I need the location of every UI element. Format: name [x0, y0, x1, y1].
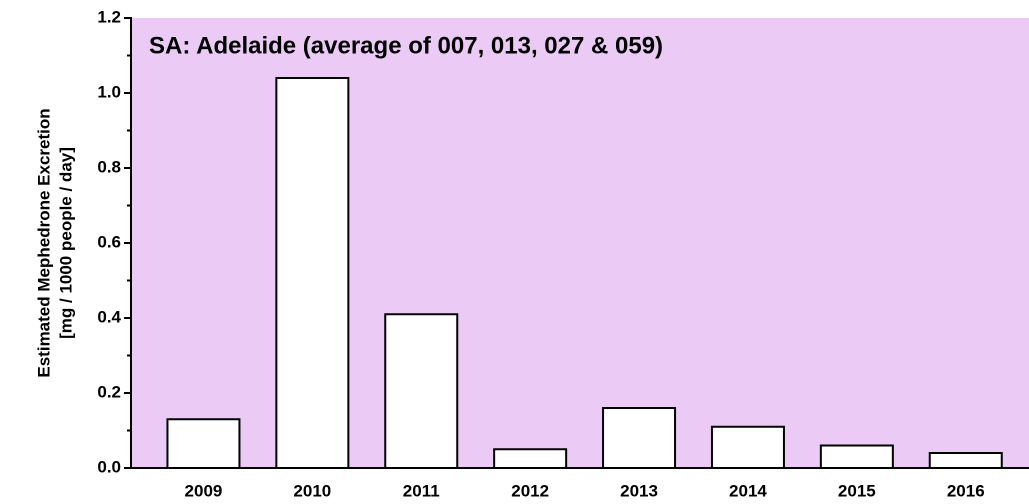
x-tick-label: 2015 [838, 481, 876, 500]
x-tick-label: 2014 [729, 481, 767, 500]
y-tick-label: 0.8 [97, 157, 121, 176]
y-tick-label: 0.2 [97, 382, 121, 401]
bar [928, 452, 1003, 469]
y-tick-label: 0.6 [97, 232, 121, 251]
x-tick-label: 2016 [947, 481, 985, 500]
x-tick-label: 2010 [293, 481, 331, 500]
y-tick-label: 1.0 [97, 82, 121, 101]
x-tick-label: 2009 [185, 481, 223, 500]
bar [493, 448, 568, 469]
y-axis-label: [mg / 1000 people / day] [56, 147, 75, 339]
bar [275, 77, 350, 469]
plot-background [131, 18, 1029, 468]
bar [710, 425, 785, 469]
bar [384, 313, 459, 469]
y-tick-label: 1.2 [97, 7, 121, 26]
x-tick-label: 2013 [620, 481, 658, 500]
chart-title: SA: Adelaide (average of 007, 013, 027 &… [149, 32, 663, 59]
y-axis-label: Estimated Mephedrone Excretion [34, 108, 53, 377]
x-tick-label: 2012 [511, 481, 549, 500]
bar [602, 407, 677, 469]
x-tick-label: 2011 [403, 481, 440, 500]
y-tick-label: 0.4 [97, 307, 121, 326]
bar [166, 418, 241, 469]
y-tick-label: 0.0 [97, 457, 121, 476]
bar [819, 444, 894, 469]
